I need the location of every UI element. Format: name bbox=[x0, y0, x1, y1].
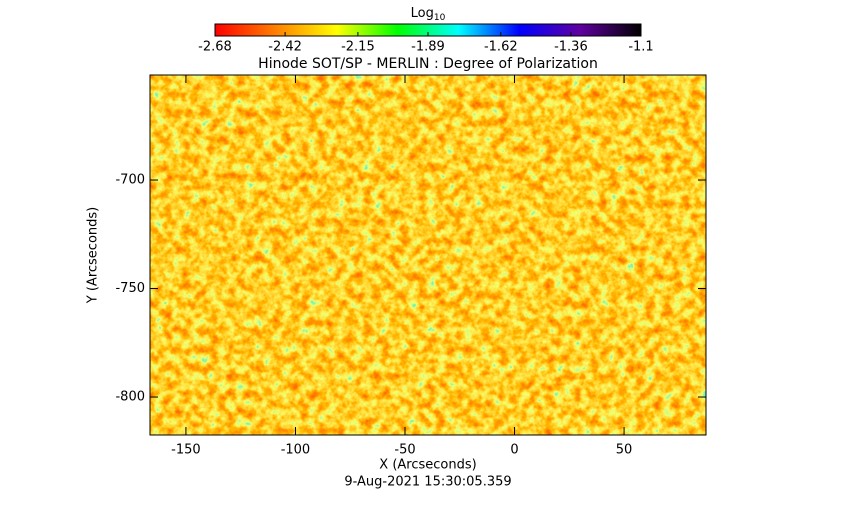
y-tick-label: -800 bbox=[115, 390, 145, 405]
y-tick-label: -750 bbox=[115, 281, 145, 296]
x-axis-label: X (Arcseconds) bbox=[379, 458, 476, 473]
polarization-map bbox=[150, 75, 706, 435]
colorbar-tick-label: -1.89 bbox=[411, 40, 445, 55]
chart-title: Hinode SOT/SP - MERLIN : Degree of Polar… bbox=[258, 56, 598, 72]
x-tick-label: -150 bbox=[171, 443, 201, 458]
timestamp: 9-Aug-2021 15:30:05.359 bbox=[344, 475, 511, 490]
x-tick-label: 0 bbox=[510, 443, 518, 458]
colorbar-tick-label: -2.68 bbox=[198, 40, 232, 55]
x-tick-label: 50 bbox=[616, 443, 633, 458]
colorbar-tick-label: -1.1 bbox=[628, 40, 653, 55]
colorbar-tick-label: -2.42 bbox=[268, 40, 302, 55]
y-axis-label: Y (Arcseconds) bbox=[86, 207, 101, 304]
y-tick-label: -700 bbox=[115, 173, 145, 188]
colorbar-label: Log10 bbox=[411, 6, 446, 23]
x-tick-label: -50 bbox=[394, 443, 415, 458]
plot-frame bbox=[149, 74, 707, 436]
x-tick-label: -100 bbox=[281, 443, 311, 458]
colorbar-tick-label: -2.15 bbox=[341, 40, 375, 55]
colorbar-tick-label: -1.62 bbox=[484, 40, 518, 55]
colorbar-tick-label: -1.36 bbox=[554, 40, 588, 55]
